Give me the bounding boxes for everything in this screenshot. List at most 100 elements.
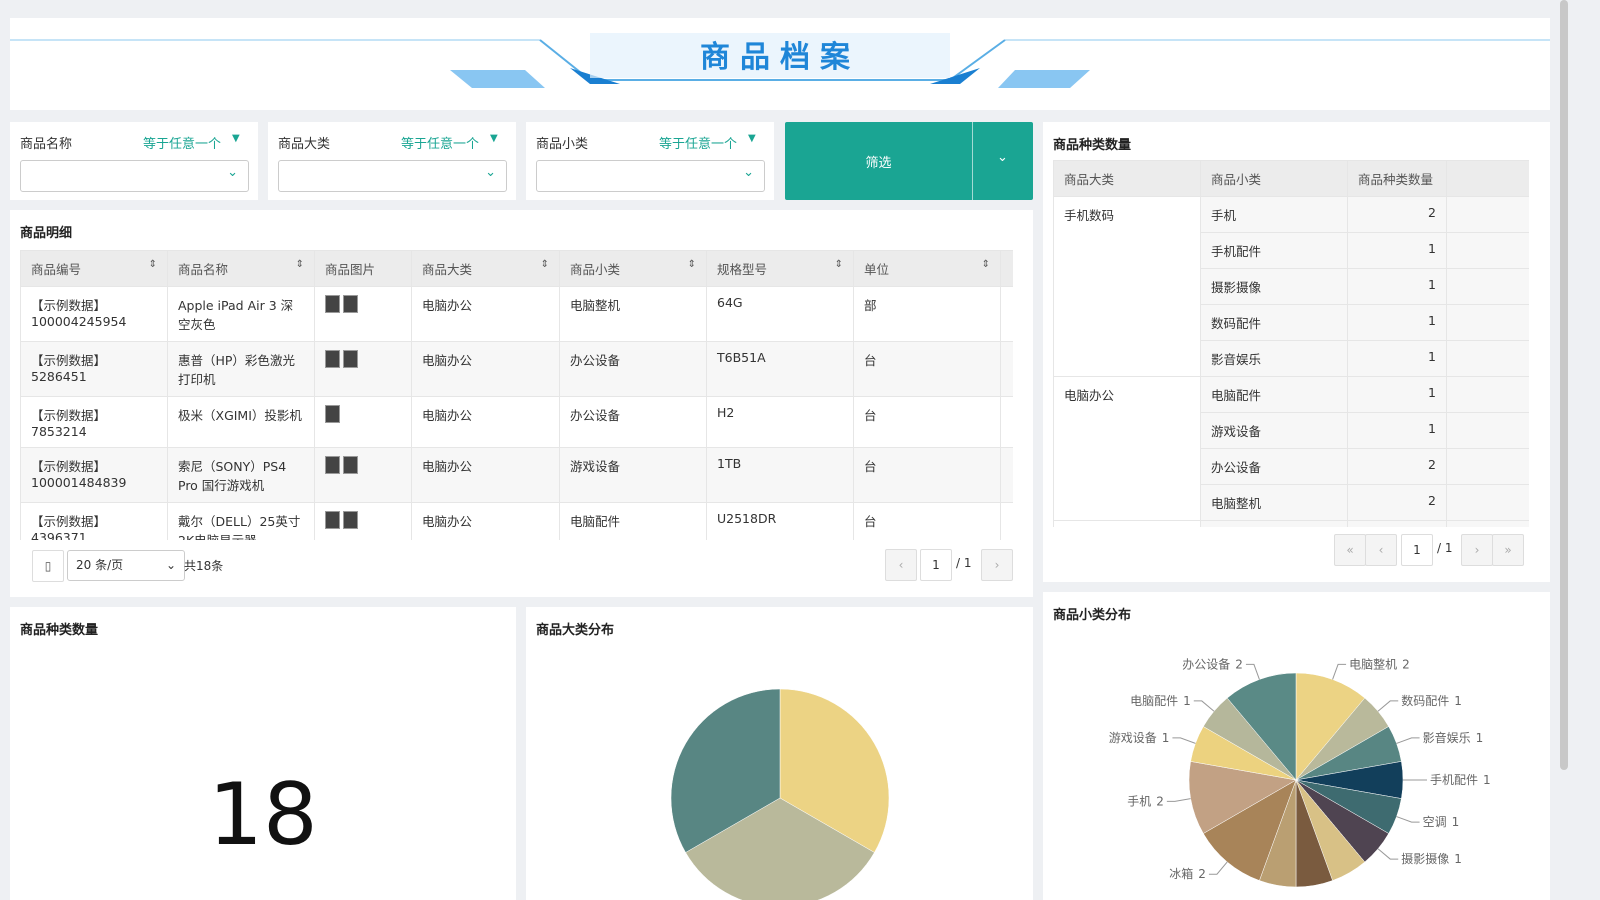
cell-text: 台: [864, 353, 877, 368]
group-cell: 手机数码: [1053, 196, 1201, 377]
slice-name: 电脑配件: [1130, 694, 1178, 708]
row: 家用电器冰箱2: [1053, 520, 1529, 527]
row: 【示例数据】4396371 戴尔（DELL）25英寸2K电脑显示器 电脑办公 电脑配件…: [20, 502, 1013, 540]
row: 游戏设备 1: [1054, 412, 1529, 449]
slice-label: 电脑整机 2: [1349, 656, 1410, 671]
pie-slice: [1226, 672, 1297, 781]
cell: 【示例数据】100004245954: [20, 286, 168, 342]
cell: 1: [1347, 268, 1447, 305]
cell-text: 【示例数据】4396371: [31, 514, 107, 540]
cell: 电脑办公: [411, 286, 560, 342]
cell: [1000, 341, 1013, 397]
leader-line: [1396, 816, 1420, 823]
slice-name: 冰箱: [1169, 866, 1193, 881]
cell: 1: [1347, 376, 1447, 413]
scrollbar[interactable]: [1560, 0, 1568, 770]
slice-name: 电脑整机: [1349, 656, 1397, 671]
thumbnail: [325, 456, 340, 474]
page-input[interactable]: 1: [920, 549, 952, 581]
prev[interactable]: ‹: [885, 549, 917, 581]
page-number: 1: [1413, 543, 1421, 557]
slice-value: 1: [1162, 731, 1170, 745]
cell: 64G: [706, 286, 854, 342]
column-header: 商品编号 ⇕: [20, 250, 168, 287]
cell: [1000, 286, 1013, 342]
cell: 手机配件: [1200, 232, 1348, 269]
row: 影音娱乐 1: [1054, 340, 1529, 377]
cell: 办公设备: [559, 396, 707, 448]
cell: 手机: [1200, 196, 1348, 233]
cell-text: T6B51A: [717, 350, 766, 365]
page-size-label: 20 条/页: [76, 558, 124, 572]
slice-value: 1: [1476, 731, 1484, 745]
column-header: 规格型号 ⇕: [706, 250, 854, 287]
cell: [1000, 396, 1013, 448]
cell-text: 【示例数据】100001484839: [31, 459, 127, 490]
slice-name: 数码配件: [1401, 693, 1449, 708]
cell: [1000, 447, 1013, 503]
pie-slice: [779, 688, 890, 853]
row: 手机数码 手机 2: [1053, 196, 1529, 377]
cell-text: 台: [864, 459, 877, 474]
cell: 台: [853, 502, 1001, 540]
column-header: 单位 ⇕: [853, 250, 1001, 287]
cell: 惠普（HP）彩色激光打印机: [167, 341, 315, 397]
filter-label: 商品名称: [20, 137, 73, 152]
cell: U2518DR: [706, 502, 854, 540]
leader-line: [1377, 700, 1399, 712]
pie-slice: [1295, 672, 1366, 781]
cell: 戴尔（DELL）25英寸2K电脑显示器: [167, 502, 315, 540]
pie-slice: [1202, 779, 1297, 881]
cell: H2: [706, 396, 854, 448]
cell-text: 电脑整机: [570, 298, 621, 313]
cell-text: 【示例数据】100004245954: [31, 298, 127, 329]
sort-icon: ⇕: [834, 259, 843, 270]
thumbnail: [325, 405, 340, 423]
cell-text: 电脑办公: [422, 459, 473, 474]
cell-text: 台: [864, 408, 877, 423]
cell-text: 电脑办公: [422, 298, 473, 313]
filter-select[interactable]: ⌄: [536, 160, 765, 192]
cell: [314, 396, 412, 448]
page-size[interactable]: 20 条/页 ⌄: [67, 550, 185, 581]
next[interactable]: ›: [981, 549, 1013, 581]
cell: 2: [1347, 196, 1447, 233]
filter: 商品大类 等于任意一个 ▼ ⌄: [268, 122, 516, 200]
row: 【示例数据】100004245954 Apple iPad Air 3 深空灰色 电…: [20, 286, 1013, 342]
filter-select[interactable]: ⌄: [20, 160, 249, 192]
cell-text: 台: [864, 514, 877, 529]
cell: [1446, 232, 1529, 269]
filter-label: 商品小类: [536, 137, 589, 152]
column-header: [1000, 250, 1013, 287]
page-input[interactable]: 1: [1401, 534, 1433, 566]
slice-value: 2: [1235, 657, 1243, 671]
slice-value: 1: [1483, 773, 1491, 787]
cell: 2: [1347, 484, 1447, 521]
cell-text: H2: [717, 405, 735, 420]
column-label: 规格型号: [717, 262, 768, 277]
pie-slice: [685, 797, 875, 900]
slice-name: 手机: [1127, 794, 1151, 808]
slice-label: 手机 2: [1127, 794, 1164, 808]
slice-value: 2: [1402, 657, 1410, 671]
cell: [314, 341, 412, 397]
leader-line: [1208, 861, 1228, 875]
cell: 电脑办公: [411, 502, 560, 540]
detail-title: 商品明细: [20, 226, 73, 241]
filter-button[interactable]: 筛选 ⌄: [785, 122, 1033, 200]
filter: 商品名称 等于任意一个 ▼ ⌄: [10, 122, 258, 200]
filter-button-label: 筛选: [865, 156, 892, 171]
cell-text: 办公设备: [570, 353, 621, 368]
filter-mode: 等于任意一个: [143, 137, 222, 152]
cell-text: 游戏设备: [570, 459, 621, 474]
filter-select[interactable]: ⌄: [278, 160, 507, 192]
pie-slice: [670, 688, 781, 853]
slice-name: 手机配件: [1430, 773, 1478, 787]
slice-value: 1: [1454, 852, 1462, 866]
category-table-card: 商品种类数量 商品大类 商品小类 商品种类数量 手机数码 手机 2 手机配件 1 摄影摄像 1 数码…: [1043, 122, 1550, 582]
column-header: 商品图片: [314, 250, 412, 287]
cell: 1TB: [706, 447, 854, 503]
cell: 【示例数据】100001484839: [20, 447, 168, 503]
cell-text: 1TB: [717, 456, 742, 471]
